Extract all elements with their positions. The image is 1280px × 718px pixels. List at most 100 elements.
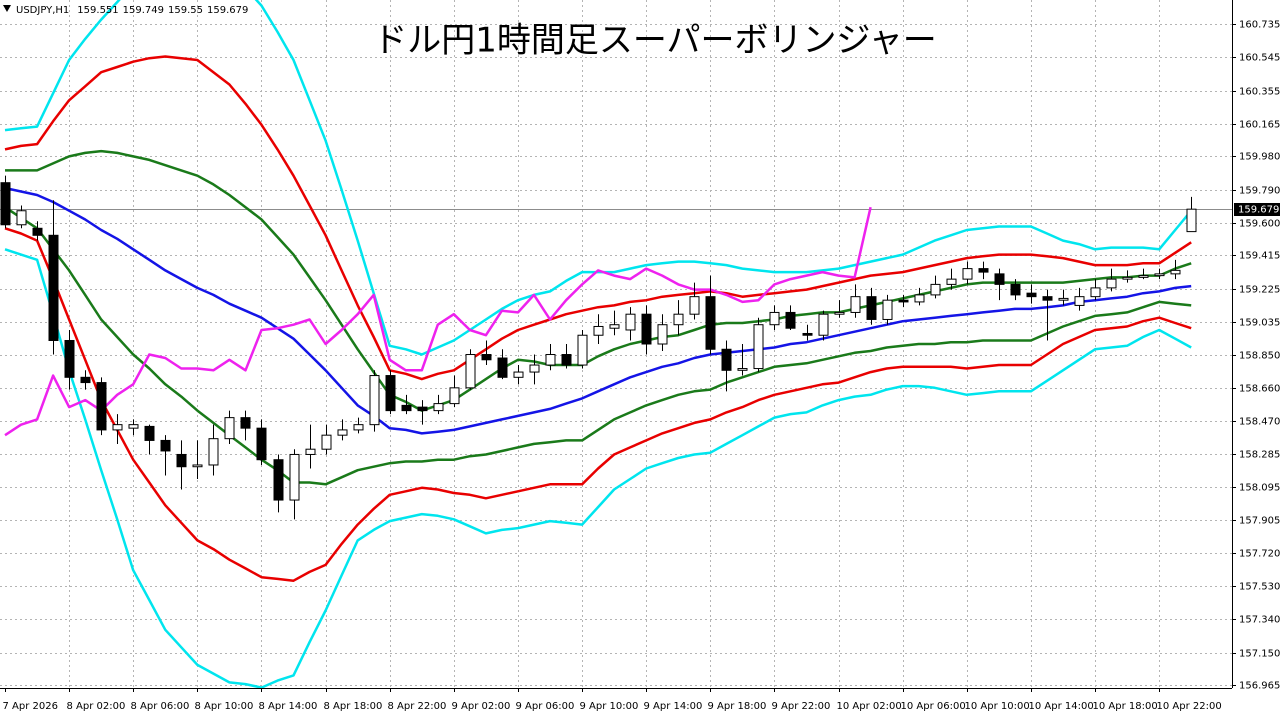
y-tick-label: 157.530 (1239, 582, 1280, 593)
y-tick-label: 159.415 (1239, 251, 1280, 262)
y-tick-label: 159.035 (1239, 318, 1280, 329)
candle-body (1170, 269, 1181, 275)
x-tick-label: 9 Apr 10:00 (580, 701, 639, 712)
header-open: 159.551 (77, 5, 118, 16)
candle-body (513, 371, 524, 378)
y-tick-label: 156.965 (1239, 681, 1280, 692)
candle-body (481, 354, 492, 361)
candle-body (866, 296, 877, 320)
indicator-line (4, 248, 1192, 688)
candle-body (818, 313, 829, 336)
candle-body (305, 448, 316, 455)
candle-body (321, 434, 332, 450)
candle-body (1090, 287, 1101, 298)
price-label: 159.679 (1238, 205, 1279, 216)
candle-body (529, 364, 540, 373)
candle-body (978, 268, 989, 273)
candle-body (962, 268, 973, 280)
candle-body (160, 439, 171, 452)
y-tick-label: 158.660 (1239, 384, 1280, 395)
candle-body (785, 311, 796, 329)
candle-body (882, 299, 893, 320)
y-tick-label: 157.340 (1239, 615, 1280, 626)
candle-body (721, 348, 732, 371)
candle-body (192, 464, 203, 468)
candle-body (609, 324, 620, 329)
candle-body (914, 294, 925, 303)
y-tick-label: 159.790 (1239, 186, 1280, 197)
candle-body (577, 334, 588, 366)
x-tick-label: 9 Apr 14:00 (644, 701, 703, 712)
indicator-line (5, 149, 1192, 412)
chart-title: ドル円1時間足スーパーボリンジャー (373, 21, 937, 61)
chart-header: USDJPY,H1 159.551 159.749 159.55 159.679 (16, 5, 248, 16)
indicator-line (4, 55, 1192, 381)
y-tick-label: 157.150 (1239, 649, 1280, 660)
candle-body (1122, 276, 1133, 280)
candle-body (1010, 283, 1021, 296)
candle-body (737, 368, 748, 371)
candle-body (465, 354, 476, 389)
indicator-line (4, 206, 1192, 486)
candle-body (208, 438, 219, 466)
x-tick-label: 8 Apr 02:00 (67, 701, 126, 712)
candle-body (224, 417, 235, 440)
candle-body (1042, 296, 1053, 301)
candle-body (834, 311, 845, 315)
y-tick-label: 158.285 (1239, 450, 1280, 461)
x-tick-label: 8 Apr 06:00 (131, 701, 190, 712)
candle-body (930, 283, 941, 296)
x-tick-label: 9 Apr 02:00 (452, 701, 511, 712)
candle-body (128, 424, 139, 429)
y-tick-label: 159.600 (1239, 219, 1280, 230)
candle-body (994, 273, 1005, 285)
y-tick-label: 158.850 (1239, 351, 1280, 362)
y-tick-label: 158.095 (1239, 483, 1280, 494)
x-tick-label: 10 Apr 10:00 (965, 701, 1030, 712)
candle-body (561, 354, 572, 366)
candle-body (898, 299, 909, 303)
candle-body (802, 332, 813, 336)
x-tick-label: 7 Apr 2026 (3, 701, 58, 712)
y-tick-label: 158.470 (1239, 417, 1280, 428)
candle-body (96, 382, 107, 431)
candle-body (593, 325, 604, 336)
y-tick-label: 160.165 (1239, 120, 1280, 131)
header-low: 159.55 (168, 5, 203, 16)
candle-body (769, 311, 780, 326)
candle-body (753, 324, 764, 370)
x-tick-label: 10 Apr 14:00 (1029, 701, 1094, 712)
candle-body (1058, 297, 1069, 301)
candle-body (1186, 208, 1197, 233)
plot-area (0, 0, 1232, 688)
header-icon (3, 5, 11, 12)
y-tick-label: 159.225 (1239, 285, 1280, 296)
candle-body (417, 406, 428, 412)
header-close: 159.679 (207, 5, 248, 16)
header-high: 159.749 (123, 5, 164, 16)
x-tick-label: 10 Apr 06:00 (901, 701, 966, 712)
candle-body (705, 296, 716, 350)
y-tick-label: 160.545 (1239, 53, 1280, 64)
x-tick-label: 8 Apr 22:00 (388, 701, 447, 712)
candle-body (144, 425, 155, 441)
candle-body (401, 404, 412, 412)
candle-body (689, 296, 700, 315)
candle-body (1138, 275, 1149, 278)
candle-body (16, 210, 27, 226)
x-tick-label: 10 Apr 18:00 (1093, 701, 1158, 712)
x-tick-label: 10 Apr 02:00 (837, 701, 902, 712)
candle-body (32, 227, 43, 236)
candle-body (1026, 292, 1037, 298)
x-tick-label: 8 Apr 18:00 (324, 701, 383, 712)
symbol: USDJPY,H1 (16, 5, 69, 16)
candle-body (112, 424, 123, 431)
y-tick-label: 157.720 (1239, 549, 1280, 560)
axes: 160.735 160.545 160.355 160.165 159.980 159.7… (3, 20, 1280, 712)
candle-body (0, 182, 11, 226)
y-tick-label: 160.355 (1239, 87, 1280, 98)
candle-body (545, 354, 556, 366)
candle-body (673, 313, 684, 326)
